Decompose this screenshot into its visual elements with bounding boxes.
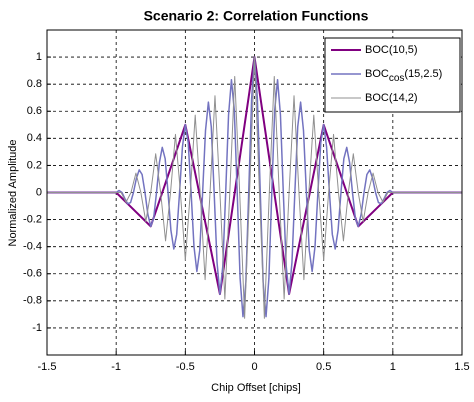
y-tick-label: -0.8 xyxy=(23,295,42,307)
y-tick-label: -0.6 xyxy=(23,268,42,280)
x-tick-label: 0.5 xyxy=(316,361,331,373)
y-tick-label: 0 xyxy=(36,186,42,198)
plot-frame xyxy=(46,29,463,356)
x-tick-label: 1 xyxy=(390,361,396,373)
x-tick-label: 1.5 xyxy=(454,361,469,373)
y-tick-label: 0.6 xyxy=(27,105,42,117)
legend-label-part: (15,2.5) xyxy=(404,68,442,80)
legend-label-part: BOC(14,2) xyxy=(365,92,418,104)
y-tick-label: 0.8 xyxy=(27,78,42,90)
y-tick-label: 0.4 xyxy=(27,132,42,144)
x-tick-label: -1.5 xyxy=(38,361,57,373)
series-line xyxy=(47,56,462,319)
chart-title: Scenario 2: Correlation Functions xyxy=(144,8,369,24)
legend-label-part: cos xyxy=(389,73,405,84)
legend-label-part: BOC xyxy=(365,68,389,80)
x-tick-label: -0.5 xyxy=(176,361,195,373)
y-tick-label: 0.2 xyxy=(27,159,42,171)
x-tick-label: 0 xyxy=(251,361,257,373)
y-tick-label: 1 xyxy=(36,51,42,63)
legend-label-part: BOC(10,5) xyxy=(365,44,418,56)
y-tick-label: -1 xyxy=(32,322,42,334)
y-tick-label: -0.2 xyxy=(23,213,42,225)
legend-label: BOC(10,5) xyxy=(365,44,418,56)
y-tick-label: -0.4 xyxy=(23,241,42,253)
x-tick-label: -1 xyxy=(111,361,121,373)
legend-label: BOCcos(15,2.5) xyxy=(365,68,442,84)
legend-label: BOC(14,2) xyxy=(365,92,418,104)
y-axis-label: Normalized Amplitude xyxy=(7,140,19,247)
x-axis-label: Chip Offset [chips] xyxy=(211,382,301,394)
